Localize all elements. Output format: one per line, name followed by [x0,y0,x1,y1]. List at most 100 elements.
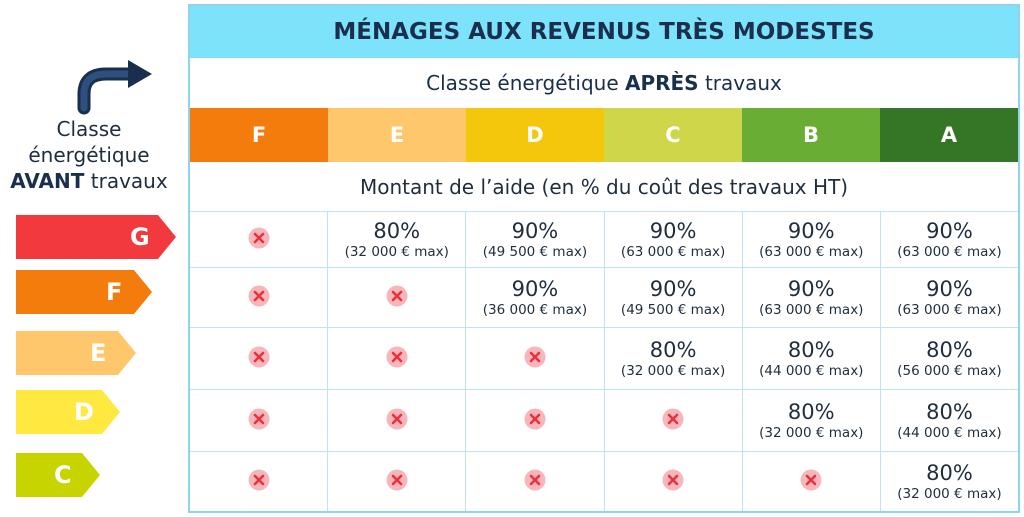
table-row: 80% (32 000 € max) [190,452,1018,511]
table-cell [328,268,467,327]
table-cell: 90% (63 000 € max) [743,212,881,267]
x-circle-icon [248,469,270,495]
x-circle-icon [662,469,684,495]
x-circle-icon [386,408,408,434]
aid-percent: 90% [926,276,973,301]
x-circle-icon [386,469,408,495]
table-row: 90% (36 000 € max) 90% (49 500 € max) 90% (63… [190,268,1018,328]
aid-percent: 90% [787,218,835,243]
aid-max: (56 000 € max) [897,362,1002,379]
x-circle-icon [800,469,822,495]
table-cell: 90% (63 000 € max) [605,212,743,267]
table-cell [605,452,743,511]
before-class-f: F [16,270,152,314]
table-cell: 90% (63 000 € max) [743,268,881,327]
table-cell: 90% (63 000 € max) [881,268,1018,327]
subhead-bold: APRÈS [624,71,699,95]
table-cell [466,328,605,389]
before-class-label: F [106,278,123,306]
apres-class-label: Classe énergétique APRÈS travaux [190,58,1018,108]
x-circle-icon [386,346,408,372]
x-circle-icon [524,408,546,434]
x-circle-icon [248,227,270,253]
table-row: 80% (32 000 € max) 80% (44 000 € max) 80% (56… [190,328,1018,390]
montant-label: Montant de l’aide (en % du coût des trav… [190,162,1018,212]
x-circle-icon [248,346,270,372]
aid-max: (49 500 € max) [620,301,726,318]
aid-max: (36 000 € max) [482,301,588,318]
table-cell: 90% (49 500 € max) [466,212,605,267]
avant-label-suffix: travaux [84,169,168,193]
after-class-c: C [604,108,742,162]
after-class-d: D [466,108,604,162]
table-cell: 90% (63 000 € max) [881,212,1018,267]
aid-max: (32 000 € max) [344,243,449,260]
after-class-a: A [880,108,1018,162]
x-circle-icon [662,408,684,434]
aid-max: (63 000 € max) [759,301,864,318]
table-cell [743,452,881,511]
subhead-suffix: travaux [698,71,782,95]
table-cell: 80% (56 000 € max) [881,328,1018,389]
aid-percent: 80% [926,460,973,485]
aid-max: (63 000 € max) [897,301,1002,318]
table-cell: 80% (32 000 € max) [328,212,467,267]
aid-max: (63 000 € max) [759,243,864,260]
curved-arrow-icon [77,60,152,115]
aid-max: (32 000 € max) [620,362,726,379]
table-cell: 80% (32 000 € max) [605,328,743,389]
before-class-label: E [90,339,107,367]
table-cell [328,452,467,511]
table-cell [190,212,329,267]
table-cell: 80% (32 000 € max) [881,452,1018,511]
table-cell [466,452,605,511]
avant-class-label: Classe énergétique AVANT travaux [0,116,178,194]
table-cell [190,328,329,389]
aid-percent: 90% [649,276,697,301]
table-cell: 90% (49 500 € max) [605,268,743,327]
table-cell [190,452,329,511]
aid-percent: 80% [787,337,835,362]
before-class-d: D [16,390,120,434]
before-class-e: E [16,331,136,375]
table-cell: 80% (44 000 € max) [881,390,1018,451]
table-cell [466,390,605,451]
aid-percent: 80% [926,337,973,362]
aid-percent: 80% [926,399,973,424]
before-class-c: C [16,453,100,497]
subhead-prefix: Classe énergétique [426,71,625,95]
table-cell [190,268,329,327]
before-class-label: C [54,461,72,489]
avant-label-line1: Classe [56,117,122,141]
aid-max: (32 000 € max) [759,424,864,441]
aid-percent: 80% [787,399,835,424]
before-class-label: G [130,223,150,251]
aid-percent: 90% [787,276,835,301]
x-circle-icon [248,408,270,434]
aid-percent: 90% [511,276,559,301]
after-class-b: B [742,108,880,162]
x-circle-icon [524,346,546,372]
table-cell [328,390,467,451]
aid-max: (63 000 € max) [897,243,1002,260]
table-title: MÉNAGES AUX REVENUS TRÈS MODESTES [190,6,1018,58]
table-cell [328,328,467,389]
before-class-g: G [16,215,176,259]
x-circle-icon [386,285,408,311]
table-row: 80% (32 000 € max) 90% (49 500 € max) 90% (63… [190,212,1018,268]
after-class-f: F [190,108,328,162]
before-class-label: D [74,398,94,426]
aid-percent: 80% [373,218,421,243]
table-cell: 80% (32 000 € max) [743,390,881,451]
aid-percent: 80% [649,337,697,362]
aid-percent: 90% [926,218,973,243]
table-cell: 80% (44 000 € max) [743,328,881,389]
avant-label-line2: énergétique [28,143,150,167]
table-cell [190,390,329,451]
aid-table: MÉNAGES AUX REVENUS TRÈS MODESTES Classe… [188,4,1020,513]
aid-max: (44 000 € max) [759,362,864,379]
avant-label-bold: AVANT [10,169,85,193]
x-circle-icon [248,285,270,311]
aid-percent: 90% [511,218,559,243]
